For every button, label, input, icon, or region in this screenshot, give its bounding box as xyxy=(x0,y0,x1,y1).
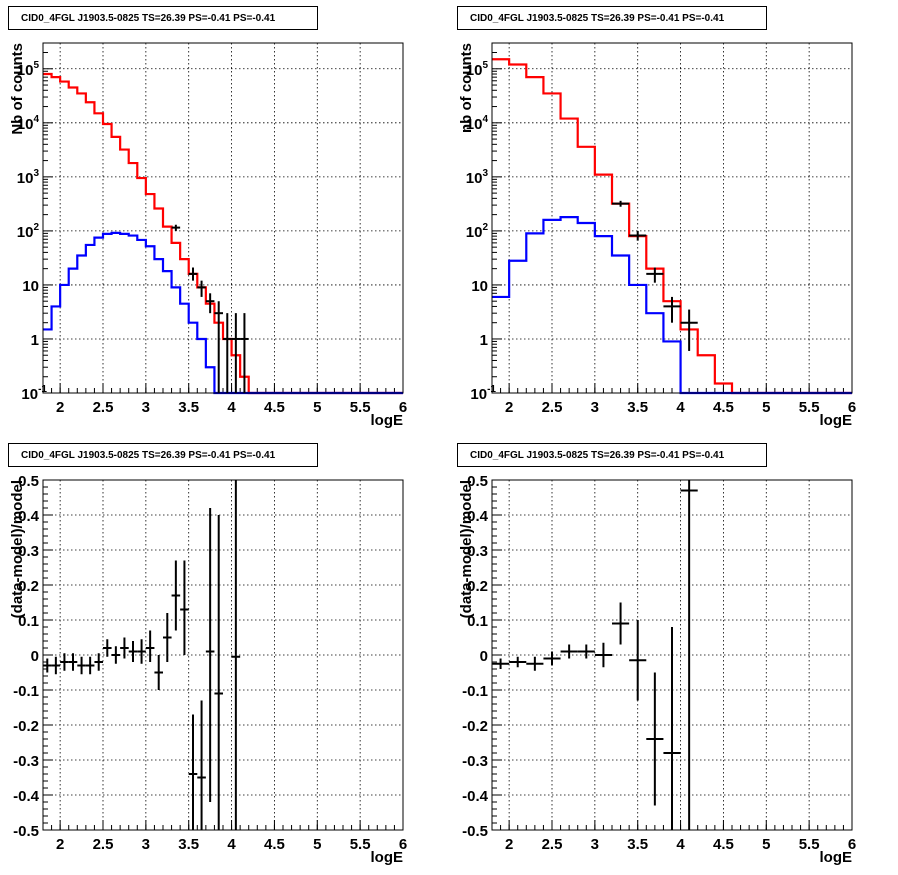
x-tick-label: 3.5 xyxy=(178,399,199,416)
y-tick-label: 0 xyxy=(480,648,488,665)
x-tick-label: 6 xyxy=(399,399,407,416)
plot-frame xyxy=(42,479,404,831)
x-tick-label: 2.5 xyxy=(93,399,114,416)
x-tick-label: 5.5 xyxy=(350,399,371,416)
x-tick-label: 2 xyxy=(56,836,64,853)
counts-histogram-right: 2 2.5 3 3.5 4 4.5 5 5.5 610-1110102103104105logE… xyxy=(458,42,856,429)
x-tick-label: 3.5 xyxy=(178,836,199,853)
x-tick-label: 5 xyxy=(762,836,770,853)
y-tick-label: 1 xyxy=(480,332,488,349)
y-tick-label: 105 xyxy=(17,60,40,79)
y-tick-label: 10 xyxy=(22,278,39,295)
y-tick-label: 104 xyxy=(17,114,40,133)
y-tick-label: -0.3 xyxy=(13,753,39,770)
x-axis-label: logE xyxy=(820,849,853,866)
x-tick-label: 5 xyxy=(313,836,321,853)
x-tick-label: 5.5 xyxy=(799,836,820,853)
y-tick-label: 0.5 xyxy=(467,473,488,490)
plot-frame xyxy=(491,479,853,831)
y-tick-label: 0.5 xyxy=(18,473,39,490)
plot-title: CID0_4FGL J1903.5-0825 TS=26.39 PS=-0.41… xyxy=(457,443,767,467)
panel-residual-left: 2 2.5 3 3.5 4 4.5 5 5.5 6 -0.5 -0.4 -0.3 -0.2 -0.1 0 0.… xyxy=(0,437,449,874)
panel-counts-right: 2 2.5 3 3.5 4 4.5 5 5.5 6 10-1 1 10 102 103 104 105 logE… xyxy=(449,0,898,437)
x-tick-label: 3 xyxy=(142,836,150,853)
x-axis-label: logE xyxy=(820,412,853,429)
y-tick-label: -0.3 xyxy=(462,753,488,770)
y-tick-label: -0.4 xyxy=(13,788,40,805)
x-tick-label: 2 xyxy=(505,399,513,416)
x-tick-label: 2.5 xyxy=(93,836,114,853)
counts-histogram-left: 2 2.5 3 3.5 4 4.5 5 5.5 610-1110102103104105logE… xyxy=(9,42,407,429)
x-tick-label: 4.5 xyxy=(264,399,285,416)
y-tick-label: 104 xyxy=(466,114,489,133)
x-tick-label: 4.5 xyxy=(264,836,285,853)
x-tick-label: 4 xyxy=(227,836,236,853)
y-tick-label: 0.4 xyxy=(18,508,40,525)
x-tick-label: 4.5 xyxy=(713,836,734,853)
x-tick-label: 5.5 xyxy=(799,399,820,416)
y-tick-label: -0.2 xyxy=(13,718,39,735)
plot-frame xyxy=(491,42,853,394)
plot-area xyxy=(43,43,403,393)
y-axis-label: (data-model)/model xyxy=(458,480,475,618)
x-axis-label: logE xyxy=(371,849,404,866)
y-tick-label: 0 xyxy=(31,648,39,665)
y-tick-label: -0.5 xyxy=(462,823,488,840)
y-tick-label: 0.2 xyxy=(18,578,39,595)
x-tick-label: 3 xyxy=(591,836,599,853)
residual-plot-left: 2 2.5 3 3.5 4 4.5 5 5.5 6 -0.5 -0.4 -0.3 -0.2 -0.1 0 0.… xyxy=(9,473,407,866)
plot-title: CID0_4FGL J1903.5-0825 TS=26.39 PS=-0.41… xyxy=(8,443,318,467)
x-tick-label: 5 xyxy=(313,399,321,416)
y-tick-label: -0.2 xyxy=(462,718,488,735)
x-tick-label: 2 xyxy=(505,836,513,853)
x-tick-label: 3 xyxy=(142,399,150,416)
x-tick-label: 3 xyxy=(591,399,599,416)
y-tick-label: -0.1 xyxy=(462,683,488,700)
y-tick-label: -0.5 xyxy=(13,823,39,840)
y-tick-label: 0.1 xyxy=(467,613,488,630)
x-tick-label: 3.5 xyxy=(627,836,648,853)
y-tick-label: -0.4 xyxy=(462,788,489,805)
y-tick-label: 1 xyxy=(31,332,39,349)
plot-frame xyxy=(42,42,404,394)
y-tick-label: 0.3 xyxy=(467,543,488,560)
x-tick-label: 6 xyxy=(848,836,856,853)
x-tick-label: 3.5 xyxy=(627,399,648,416)
y-tick-label: 103 xyxy=(17,168,40,187)
x-tick-label: 4.5 xyxy=(713,399,734,416)
y-axis-label: (data-model)/model xyxy=(9,480,26,618)
y-tick-label: 10 xyxy=(471,278,488,295)
y-axis-label: nb of counts xyxy=(458,43,475,133)
x-tick-label: 4 xyxy=(227,399,236,416)
x-tick-label: 6 xyxy=(399,836,407,853)
y-tick-label: 0.3 xyxy=(18,543,39,560)
plot-title: CID0_4FGL J1903.5-0825 TS=26.39 PS=-0.41… xyxy=(8,6,318,30)
residual-plot-right: 2 2.5 3 3.5 4 4.5 5 5.5 6 -0.5 -0.4 -0.3 -0.2 -0.1 0 0.… xyxy=(458,473,856,866)
y-tick-label: 102 xyxy=(466,222,489,241)
y-axis-label: Nb of counts xyxy=(9,43,26,135)
x-tick-label: 6 xyxy=(848,399,856,416)
y-tick-label: 0.2 xyxy=(467,578,488,595)
y-tick-label: 0.1 xyxy=(18,613,39,630)
y-tick-label: 102 xyxy=(17,222,40,241)
x-tick-label: 2 xyxy=(56,399,64,416)
x-tick-label: 2.5 xyxy=(542,399,563,416)
y-tick-label: 105 xyxy=(466,60,489,79)
y-tick-label: 0.4 xyxy=(467,508,489,525)
x-tick-label: 5 xyxy=(762,399,770,416)
x-axis-label: logE xyxy=(371,412,404,429)
plot-area xyxy=(492,43,852,393)
panel-residual-right: 2 2.5 3 3.5 4 4.5 5 5.5 6 -0.5 -0.4 -0.3 -0.2 -0.1 0 0.… xyxy=(449,437,898,874)
x-tick-label: 2.5 xyxy=(542,836,563,853)
x-tick-label: 5.5 xyxy=(350,836,371,853)
x-tick-label: 4 xyxy=(676,399,685,416)
x-tick-label: 4 xyxy=(676,836,685,853)
y-tick-label: -0.1 xyxy=(13,683,39,700)
panel-counts-left: 2 2.5 3 3.5 4 4.5 5 5.5 6 10-1 1 10 102 103 104 105 logE… xyxy=(0,0,449,437)
y-tick-label: 103 xyxy=(466,168,489,187)
plot-title: CID0_4FGL J1903.5-0825 TS=26.39 PS=-0.41… xyxy=(457,6,767,30)
